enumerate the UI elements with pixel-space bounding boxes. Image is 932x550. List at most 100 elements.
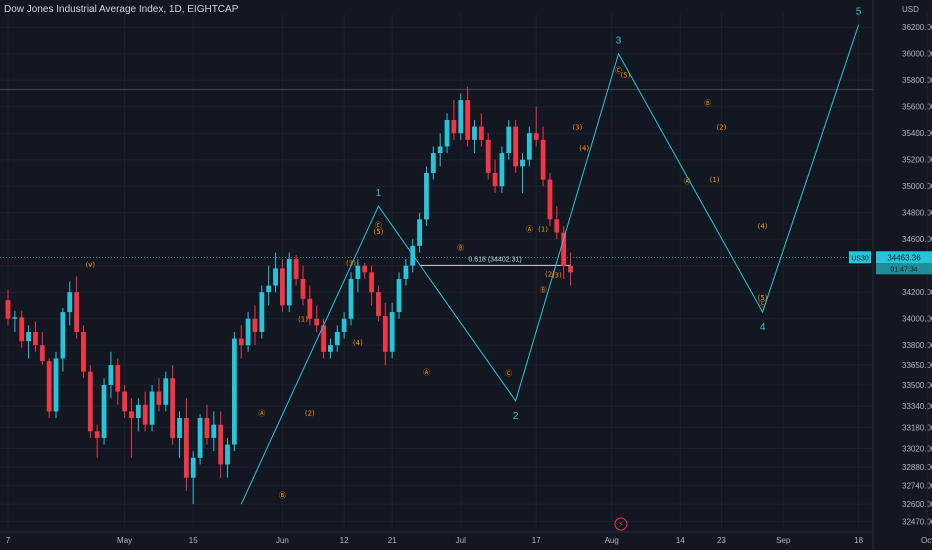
candle-body <box>526 133 532 160</box>
y-tick-label: 33340.00 <box>902 402 932 411</box>
candle-body <box>540 139 546 180</box>
candle-body <box>492 172 498 187</box>
candle-body <box>87 371 93 432</box>
wave-label: 2 <box>513 411 519 422</box>
corrective-wave-label: (v) <box>86 261 96 269</box>
candle-body <box>533 133 539 140</box>
y-tick-label: 35000.00 <box>902 182 932 191</box>
candle-body <box>293 259 299 279</box>
candle-body <box>197 418 203 458</box>
y-tick-label: 35200.00 <box>902 156 932 165</box>
y-tick-label: 35600.00 <box>902 103 932 112</box>
x-tick-label: Oct <box>921 536 932 545</box>
candle-body <box>376 292 381 317</box>
y-tick-label: 33650.00 <box>902 361 932 370</box>
candle-body <box>465 100 471 140</box>
corrective-wave-label: Ⓑ <box>279 492 286 500</box>
corrective-wave-label: (1) <box>298 315 308 323</box>
candle-body <box>300 278 306 299</box>
corrective-wave-label: (4) <box>758 223 768 231</box>
candle-body <box>101 384 107 438</box>
x-tick-label: 15 <box>189 536 198 545</box>
candle-body <box>341 318 347 332</box>
y-tick-label: 33180.00 <box>902 423 932 432</box>
symbol-badge <box>849 251 871 264</box>
y-tick-label: 36000.00 <box>902 50 932 59</box>
candle-body <box>307 298 313 319</box>
corrective-wave-label: (3) <box>572 123 582 131</box>
candle-body <box>231 338 237 445</box>
y-tick-label: 34800.00 <box>902 209 932 218</box>
corrective-wave-label: Ⓑ <box>540 286 547 294</box>
candle-body <box>286 259 292 306</box>
lightning-glyph: ⚡ <box>618 520 624 529</box>
corrective-wave-label: Ⓒ <box>505 370 512 378</box>
candle-body <box>328 345 333 352</box>
candle-body <box>273 268 278 286</box>
candle-body <box>163 378 169 405</box>
candle-body <box>149 391 155 425</box>
corrective-wave-label: Ⓑ <box>457 244 464 252</box>
corrective-wave-label: (2) <box>716 123 726 131</box>
corrective-wave-label: (5) <box>620 72 630 80</box>
candle-body <box>513 126 519 167</box>
wave-label: 1 <box>376 188 382 199</box>
x-tick-label: 18 <box>854 536 863 545</box>
candle-body <box>135 404 141 419</box>
candle-body <box>218 424 224 465</box>
wave-label: 4 <box>760 322 766 333</box>
candle-body <box>403 265 409 279</box>
candle-body <box>252 318 258 332</box>
candle-body <box>499 153 505 187</box>
candle-body <box>94 431 100 438</box>
candle-body <box>67 292 73 313</box>
candle-body <box>424 172 429 220</box>
candle-body <box>39 345 45 362</box>
candle-body <box>129 411 134 419</box>
x-tick-label: 23 <box>717 536 726 545</box>
candle-body <box>472 126 477 140</box>
candle-body <box>547 179 553 220</box>
candle-body <box>26 331 31 342</box>
x-tick-label: 12 <box>340 536 349 545</box>
candle-body <box>259 292 265 332</box>
y-tick-label: 33800.00 <box>902 341 932 350</box>
y-tick-label: 34000.00 <box>902 315 932 324</box>
candle-body <box>396 278 402 313</box>
current-price-value: 34463.36 <box>887 253 921 262</box>
symbol-label: US30 <box>851 255 869 262</box>
impulse-wave-line <box>240 24 860 505</box>
countdown-value: 01:47:34 <box>890 266 917 273</box>
candle-body <box>53 358 59 412</box>
candle-body <box>444 119 450 147</box>
candle-body <box>115 365 121 392</box>
corrective-wave-label: Ⓒ <box>759 299 766 307</box>
corrective-wave-label: (2) <box>545 270 555 278</box>
candle-body <box>46 361 52 412</box>
x-tick-label: Sep <box>776 536 791 545</box>
wave-label: 3 <box>616 36 622 47</box>
candle-body <box>314 318 320 326</box>
candle-body <box>108 365 114 385</box>
y-tick-label: 35400.00 <box>902 129 932 138</box>
candle-body <box>19 317 25 342</box>
candle-body <box>369 272 374 293</box>
candle-body <box>458 100 464 134</box>
candle-body <box>568 265 573 273</box>
candle-body <box>321 325 326 352</box>
candle-body <box>177 418 182 438</box>
candle-body <box>348 278 354 319</box>
y-tick-label: 33500.00 <box>902 381 932 390</box>
y-tick-label: 33020.00 <box>902 445 932 454</box>
candle-body <box>60 312 66 359</box>
x-tick-label: 14 <box>676 536 685 545</box>
x-tick-label: Aug <box>605 536 619 545</box>
corrective-wave-label: Ⓒ <box>615 66 622 74</box>
candle-body <box>520 159 525 167</box>
candle-body <box>451 119 457 134</box>
corrective-wave-label: Ⓐ <box>258 409 265 417</box>
corrective-wave-label: (3) <box>346 260 356 268</box>
